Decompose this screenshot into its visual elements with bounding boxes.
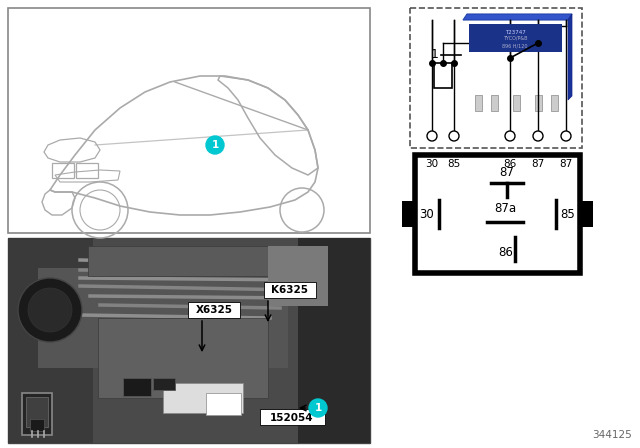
Bar	[8, 238, 93, 443]
Polygon shape	[568, 14, 572, 100]
Bar	[467, 92, 570, 112]
Bar	[30, 419, 44, 431]
Bar	[402, 201, 416, 227]
Bar	[52, 163, 74, 178]
Bar	[551, 95, 558, 111]
Bar	[163, 383, 243, 413]
Text: 30: 30	[420, 207, 435, 220]
Bar	[469, 24, 562, 52]
Polygon shape	[463, 14, 572, 20]
Bar	[153, 378, 175, 390]
Bar	[434, 63, 452, 88]
Bar	[268, 246, 328, 306]
Bar	[123, 378, 151, 396]
Bar	[264, 282, 316, 298]
Text: T23747: T23747	[504, 30, 525, 34]
Bar	[579, 201, 593, 227]
Text: 152054: 152054	[270, 413, 314, 423]
Text: 344125: 344125	[592, 430, 632, 440]
Circle shape	[505, 131, 515, 141]
Text: 1: 1	[314, 403, 322, 413]
Circle shape	[533, 131, 543, 141]
Text: X6325: X6325	[195, 305, 232, 315]
Text: TYCO/P&B: TYCO/P&B	[503, 35, 527, 40]
Bar	[415, 155, 580, 273]
Text: 86: 86	[498, 246, 513, 259]
Text: 87: 87	[500, 167, 515, 180]
Bar	[475, 95, 482, 111]
Bar	[535, 95, 542, 111]
Bar	[22, 393, 52, 435]
Bar	[8, 8, 370, 233]
Bar	[298, 238, 370, 443]
Circle shape	[206, 136, 224, 154]
Bar	[38, 268, 288, 368]
Bar	[260, 409, 325, 425]
Circle shape	[18, 278, 82, 342]
Bar	[206, 393, 241, 415]
Bar	[491, 95, 498, 111]
Circle shape	[561, 131, 571, 141]
Text: 87: 87	[559, 159, 573, 169]
Bar	[513, 95, 520, 111]
Bar	[26, 397, 48, 427]
Text: 1: 1	[431, 48, 439, 61]
Bar	[410, 8, 582, 148]
Bar	[8, 238, 370, 443]
Bar	[463, 20, 568, 100]
Bar	[188, 302, 240, 318]
Text: 87a: 87a	[494, 202, 516, 215]
Bar	[88, 246, 268, 276]
Bar	[98, 318, 268, 398]
Circle shape	[309, 399, 327, 417]
Circle shape	[28, 288, 72, 332]
Bar	[8, 238, 370, 443]
Text: 87: 87	[531, 159, 545, 169]
Bar	[76, 163, 98, 178]
Circle shape	[427, 131, 437, 141]
Text: 30: 30	[426, 159, 438, 169]
Circle shape	[449, 131, 459, 141]
Text: 896 H/120: 896 H/120	[502, 43, 528, 48]
Text: 85: 85	[447, 159, 461, 169]
Text: 85: 85	[561, 207, 575, 220]
Text: K6325: K6325	[271, 285, 308, 295]
Text: 1: 1	[211, 140, 219, 150]
Text: 86: 86	[504, 159, 516, 169]
